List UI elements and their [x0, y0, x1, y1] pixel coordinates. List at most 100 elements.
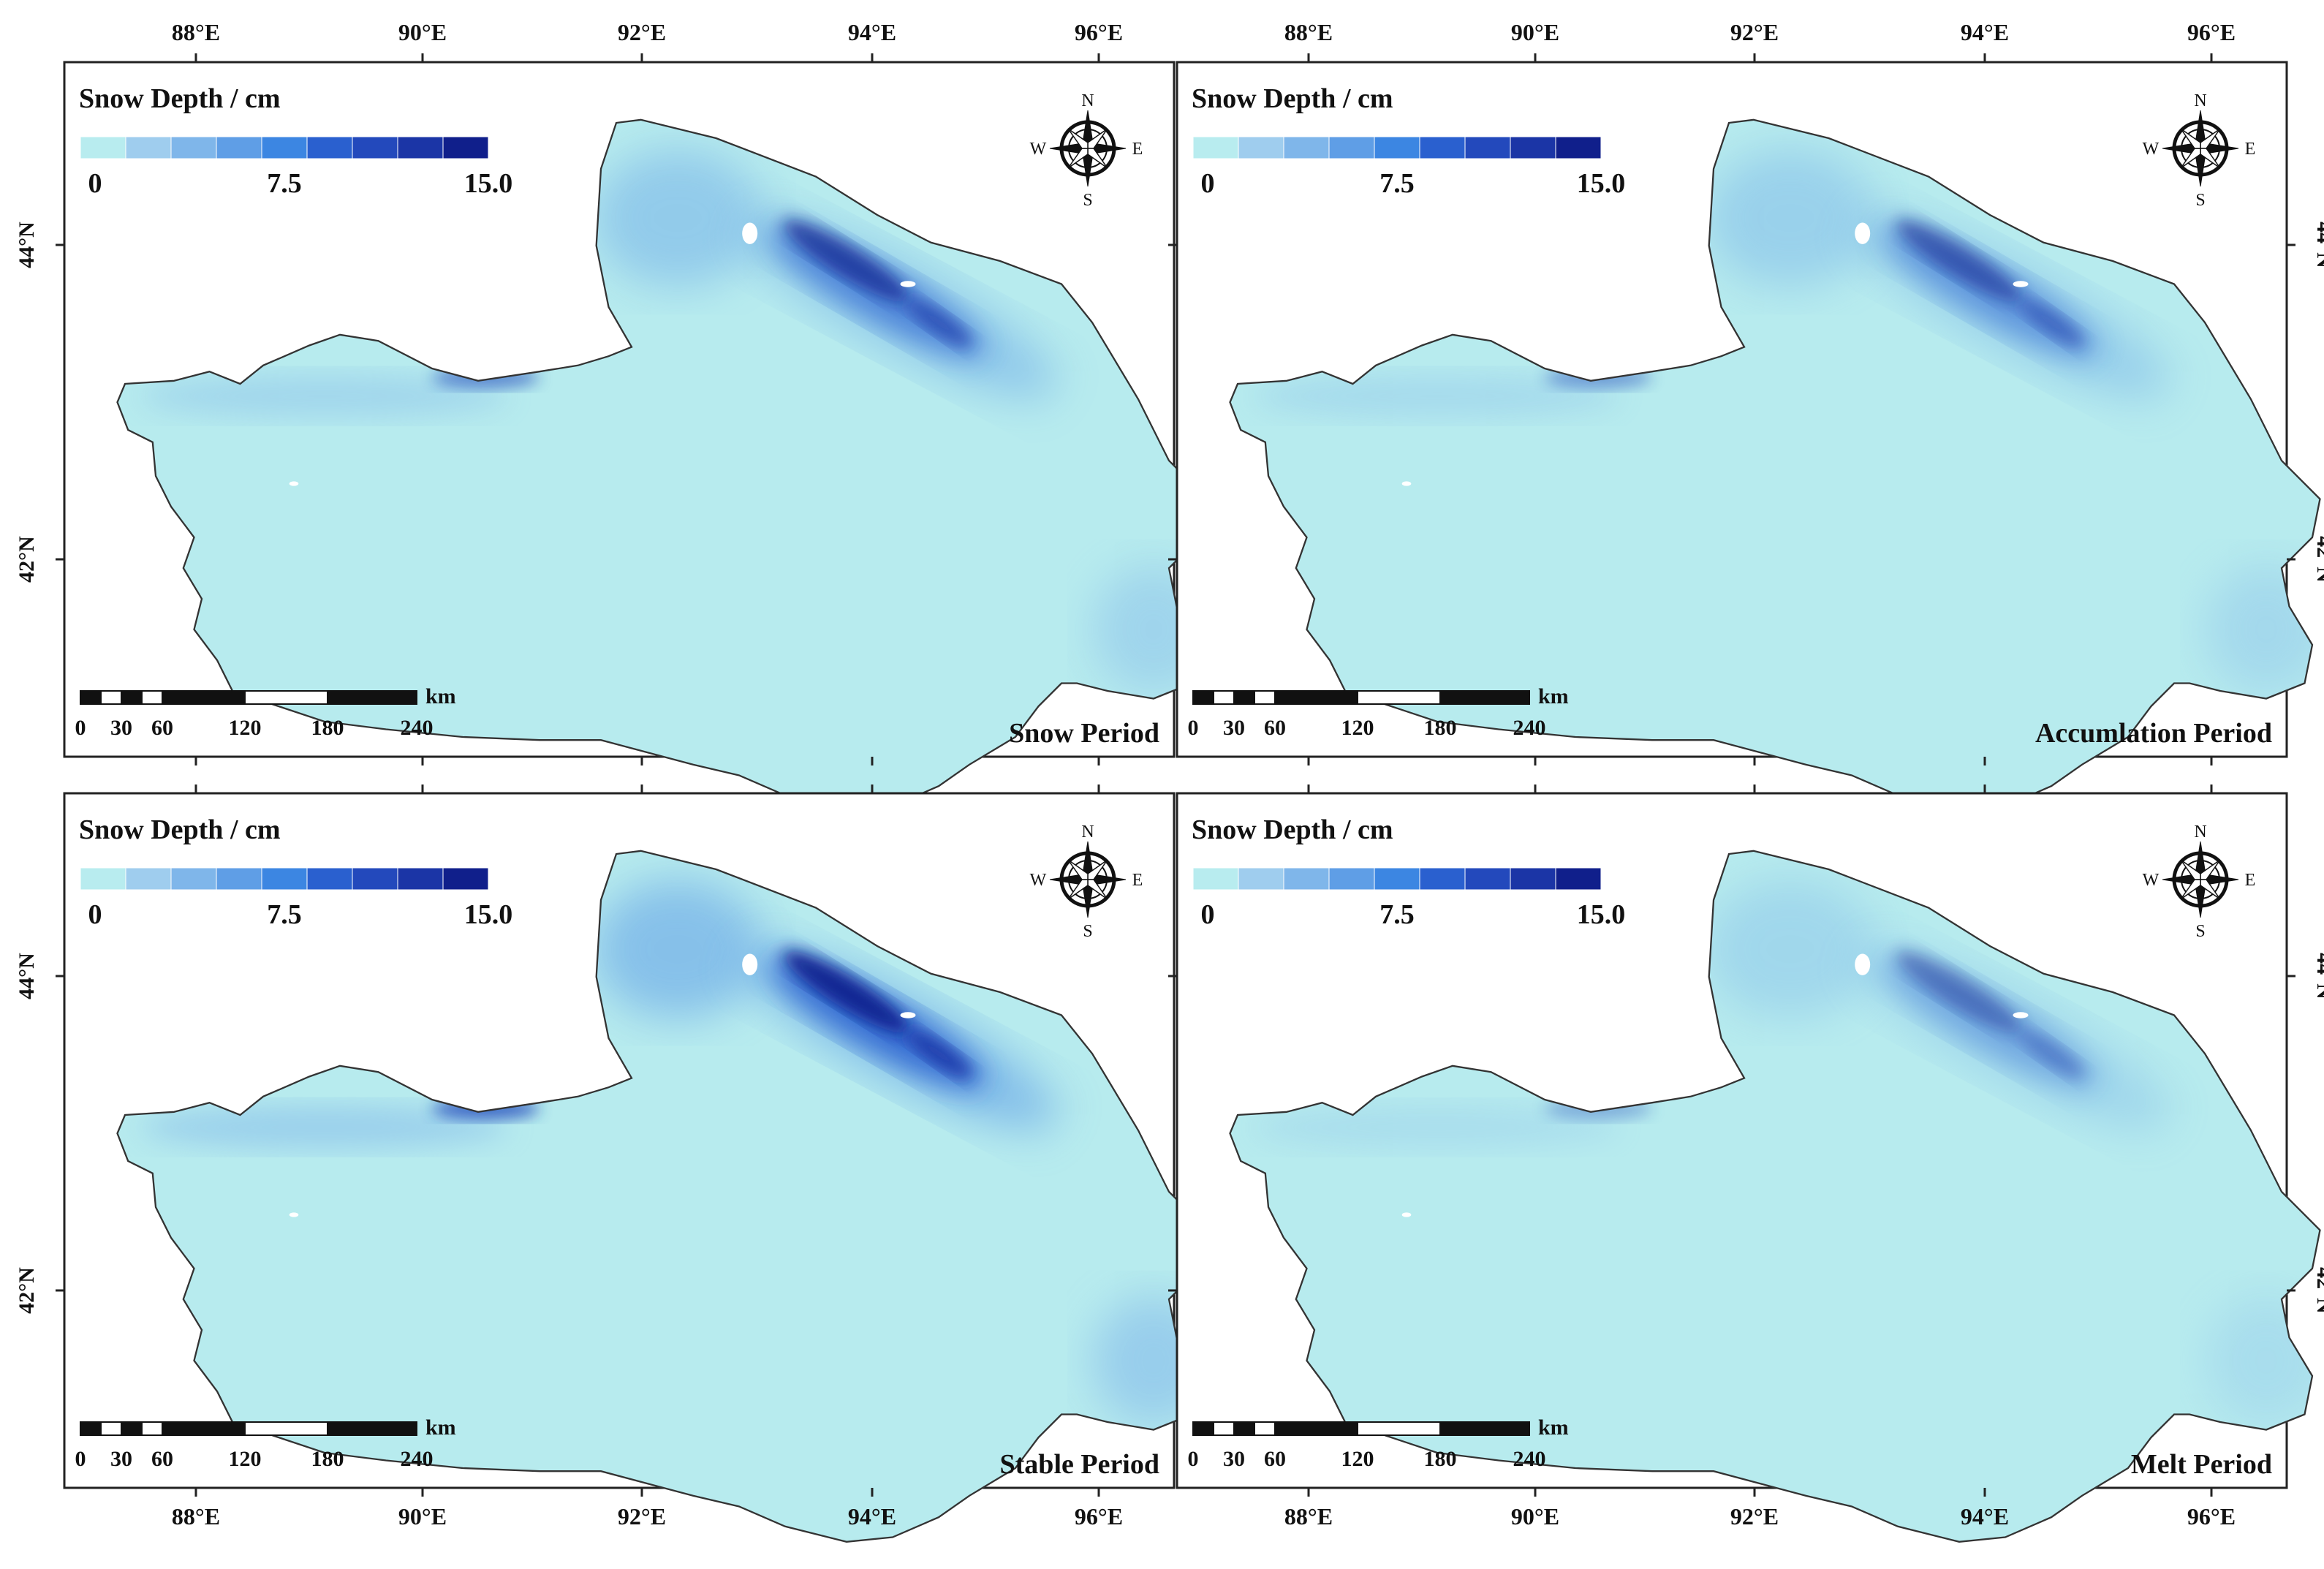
- compass-west-label: W: [2143, 140, 2160, 159]
- colorbar-tick-label: 7.5: [267, 899, 302, 930]
- lake: [1401, 1212, 1412, 1217]
- longitude-label: 88°E: [172, 1503, 220, 1530]
- scale-bar-tick: 120: [229, 716, 262, 740]
- legend: Snow Depth / cm 0 7.5 15.0: [1192, 83, 1625, 199]
- colorbar-swatch: [1419, 867, 1466, 891]
- colorbar-swatch: [1283, 867, 1330, 891]
- legend: Snow Depth / cm 0 7.5 15.0: [79, 814, 512, 930]
- snow-core-deep: [783, 950, 910, 1034]
- compass-east-label: E: [1132, 140, 1143, 159]
- longitude-label: 88°E: [1284, 19, 1333, 45]
- colorbar-swatch: [397, 136, 444, 159]
- colorbar-swatch: [125, 867, 172, 891]
- colorbar-swatch: [1555, 136, 1602, 159]
- snow-patch-north-basin: [1706, 880, 1875, 1018]
- longitude-label: 94°E: [848, 19, 896, 45]
- snow-patch-north-basin: [1706, 148, 1875, 287]
- scale-bar-tick: 240: [401, 1447, 434, 1471]
- panel-title: Snow Period: [1009, 718, 1159, 749]
- scale-bar-tick: 120: [229, 1447, 262, 1471]
- colorbar-swatch: [1464, 867, 1511, 891]
- colorbar-tick-label: 7.5: [1379, 899, 1415, 930]
- colorbar-swatch: [261, 867, 308, 891]
- colorbar-swatch: [1328, 867, 1375, 891]
- legend-title: Snow Depth / cm: [1192, 814, 1393, 845]
- compass-north-label: N: [2194, 91, 2206, 110]
- latitude-label: 42°N: [2312, 1267, 2324, 1314]
- scale-bar-tick: 60: [151, 1447, 173, 1471]
- colorbar-tick-label: 15.0: [1577, 899, 1626, 930]
- scale-bar-tick: 30: [110, 716, 132, 740]
- lake: [742, 222, 758, 244]
- lake: [900, 281, 916, 287]
- compass-west-label: W: [1030, 871, 1047, 890]
- scale-bar-tick: 180: [1424, 1447, 1457, 1471]
- colorbar-swatch: [261, 136, 308, 159]
- map-panel-melt: Snow Depth / cm 0 7.5 15.0 N S E Wkm 0 30 60 120 180…: [1168, 784, 2324, 1543]
- longitude-label: 90°E: [398, 19, 447, 45]
- colorbar-swatch: [306, 136, 353, 159]
- scale-bar: km 0 30 60 120 180 240: [75, 1415, 456, 1471]
- snow-core-southeast: [905, 1029, 972, 1078]
- colorbar-swatch: [170, 867, 217, 891]
- lake: [289, 481, 299, 486]
- compass-west-label: W: [1030, 140, 1047, 159]
- longitude-label: 88°E: [172, 19, 220, 45]
- snow-core-deep: [1896, 950, 2023, 1034]
- colorbar-swatch: [1374, 136, 1420, 159]
- longitude-label: 90°E: [1511, 1503, 1559, 1530]
- map-panel-stable: Snow Depth / cm 0 7.5 15.0 N S E Wkm 0 30 60 120 180…: [15, 784, 1208, 1543]
- colorbar-swatch: [170, 136, 217, 159]
- colorbar-swatch: [1328, 136, 1375, 159]
- scale-bar-tick: 0: [1188, 1447, 1199, 1471]
- scale-bar-unit: km: [425, 1415, 456, 1440]
- longitude-label: 96°E: [1075, 19, 1123, 45]
- scale-bar-tick: 240: [1513, 1447, 1546, 1471]
- snow-patch-north-basin: [593, 148, 762, 287]
- colorbar-swatch: [1419, 136, 1466, 159]
- colorbar-swatch: [1192, 867, 1239, 891]
- compass-rose-icon: N S E W: [2143, 823, 2256, 941]
- scale-bar-tick: 0: [75, 1447, 86, 1471]
- scale-bar-tick: 180: [311, 716, 344, 740]
- colorbar-swatch: [1464, 136, 1511, 159]
- scale-bar-tick: 60: [1264, 1447, 1286, 1471]
- snow-depth-layer: [140, 880, 1208, 1426]
- latitude-label: 44°N: [15, 953, 39, 999]
- longitude-label: 88°E: [1284, 1503, 1333, 1530]
- colorbar-swatch: [1555, 867, 1602, 891]
- scale-bar-unit: km: [425, 684, 456, 708]
- compass-east-label: E: [2245, 871, 2256, 890]
- scale-bar-tick: 60: [1264, 716, 1286, 740]
- compass-north-label: N: [1081, 823, 1094, 842]
- colorbar-tick-label: 0: [88, 168, 102, 199]
- compass-south-label: S: [1083, 922, 1092, 941]
- compass-east-label: E: [2245, 140, 2256, 159]
- longitude-label: 92°E: [618, 19, 666, 45]
- legend-title: Snow Depth / cm: [79, 83, 281, 114]
- scale-bar-tick: 30: [1223, 716, 1245, 740]
- scale-bar-tick: 180: [311, 1447, 344, 1471]
- scale-bar-tick: 0: [1188, 716, 1199, 740]
- colorbar-swatch: [80, 136, 126, 159]
- compass-north-label: N: [2194, 823, 2206, 842]
- compass-south-label: S: [2195, 191, 2205, 210]
- study-region: [116, 118, 1208, 812]
- scale-bar: km 0 30 60 120 180 240: [75, 684, 456, 740]
- scale-bar-tick: 120: [1341, 716, 1374, 740]
- colorbar-swatch: [1510, 136, 1556, 159]
- latitude-label: 44°N: [15, 222, 39, 268]
- snow-patch-west-ridge: [140, 374, 509, 418]
- colorbar-swatch: [1238, 867, 1284, 891]
- colorbar-swatch: [1283, 136, 1330, 159]
- colorbar-swatch: [352, 867, 398, 891]
- lake: [742, 953, 758, 975]
- snow-patch-north-basin: [593, 880, 762, 1018]
- map-panel-snow: Snow Depth / cm 0 7.5 15.0 N S E Wkm 0 30 60 120 180…: [15, 19, 1208, 812]
- colorbar-swatch: [216, 136, 262, 159]
- lake: [1855, 953, 1871, 975]
- compass-north-label: N: [1081, 91, 1094, 110]
- snow-depth-layer: [140, 148, 1208, 695]
- scale-bar: km 0 30 60 120 180 240: [1188, 1415, 1569, 1471]
